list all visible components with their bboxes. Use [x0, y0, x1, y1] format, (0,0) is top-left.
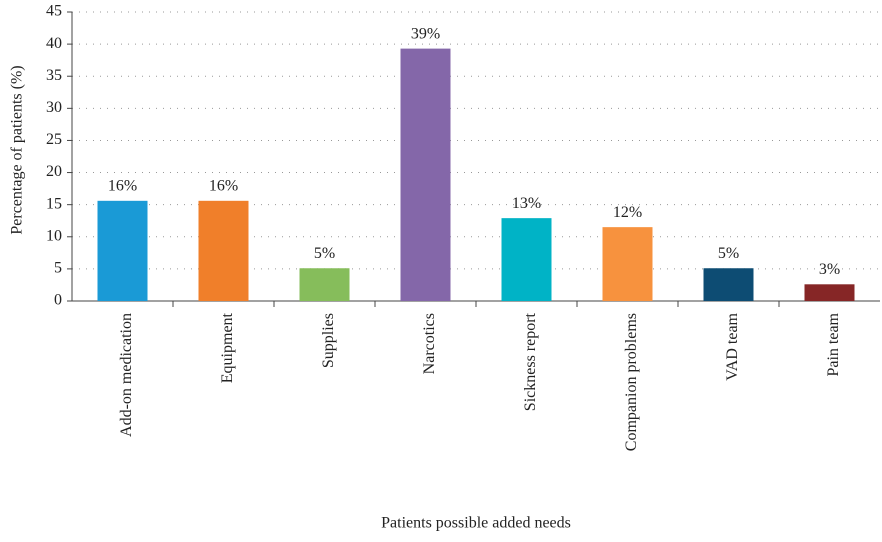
- y-tick-label: 30: [46, 99, 62, 116]
- y-tick-label: 35: [46, 67, 62, 84]
- bar: [804, 284, 855, 301]
- x-tick-label: VAD team: [724, 312, 741, 380]
- y-tick-label: 15: [46, 195, 62, 212]
- value-label: 16%: [108, 177, 137, 194]
- x-tick-label: Supplies: [320, 313, 337, 368]
- y-tick-label: 5: [54, 260, 62, 277]
- x-tick-label: Sickness report: [522, 312, 539, 411]
- y-tick-label: 25: [46, 131, 62, 148]
- y-axis-title: Percentage of patients (%): [9, 65, 26, 234]
- bar: [198, 200, 249, 301]
- value-label: 16%: [209, 177, 238, 194]
- y-tick-label: 45: [46, 3, 62, 20]
- bar: [97, 200, 148, 301]
- value-label: 39%: [411, 25, 440, 42]
- y-tick-label: 20: [46, 163, 62, 180]
- y-tick-label: 10: [46, 227, 62, 244]
- bar: [400, 48, 451, 302]
- y-tick-label: 40: [46, 35, 62, 52]
- x-tick-label: Companion problems: [623, 313, 640, 451]
- y-tick-label: 0: [54, 292, 62, 309]
- value-label: 5%: [314, 245, 335, 262]
- x-axis-title: Patients possible added needs: [381, 515, 571, 532]
- x-tick-label: Narcotics: [421, 313, 438, 374]
- value-label: 5%: [718, 245, 739, 262]
- value-label: 13%: [512, 195, 541, 212]
- bar: [602, 227, 653, 301]
- bar: [703, 268, 754, 301]
- bar: [501, 218, 552, 301]
- bar: [299, 268, 350, 301]
- value-label: 12%: [613, 204, 642, 221]
- x-tick-label: Add-on medication: [118, 313, 135, 437]
- x-tick-label: Pain team: [825, 312, 842, 376]
- x-tick-label: Equipment: [219, 312, 236, 383]
- value-label: 3%: [819, 261, 840, 278]
